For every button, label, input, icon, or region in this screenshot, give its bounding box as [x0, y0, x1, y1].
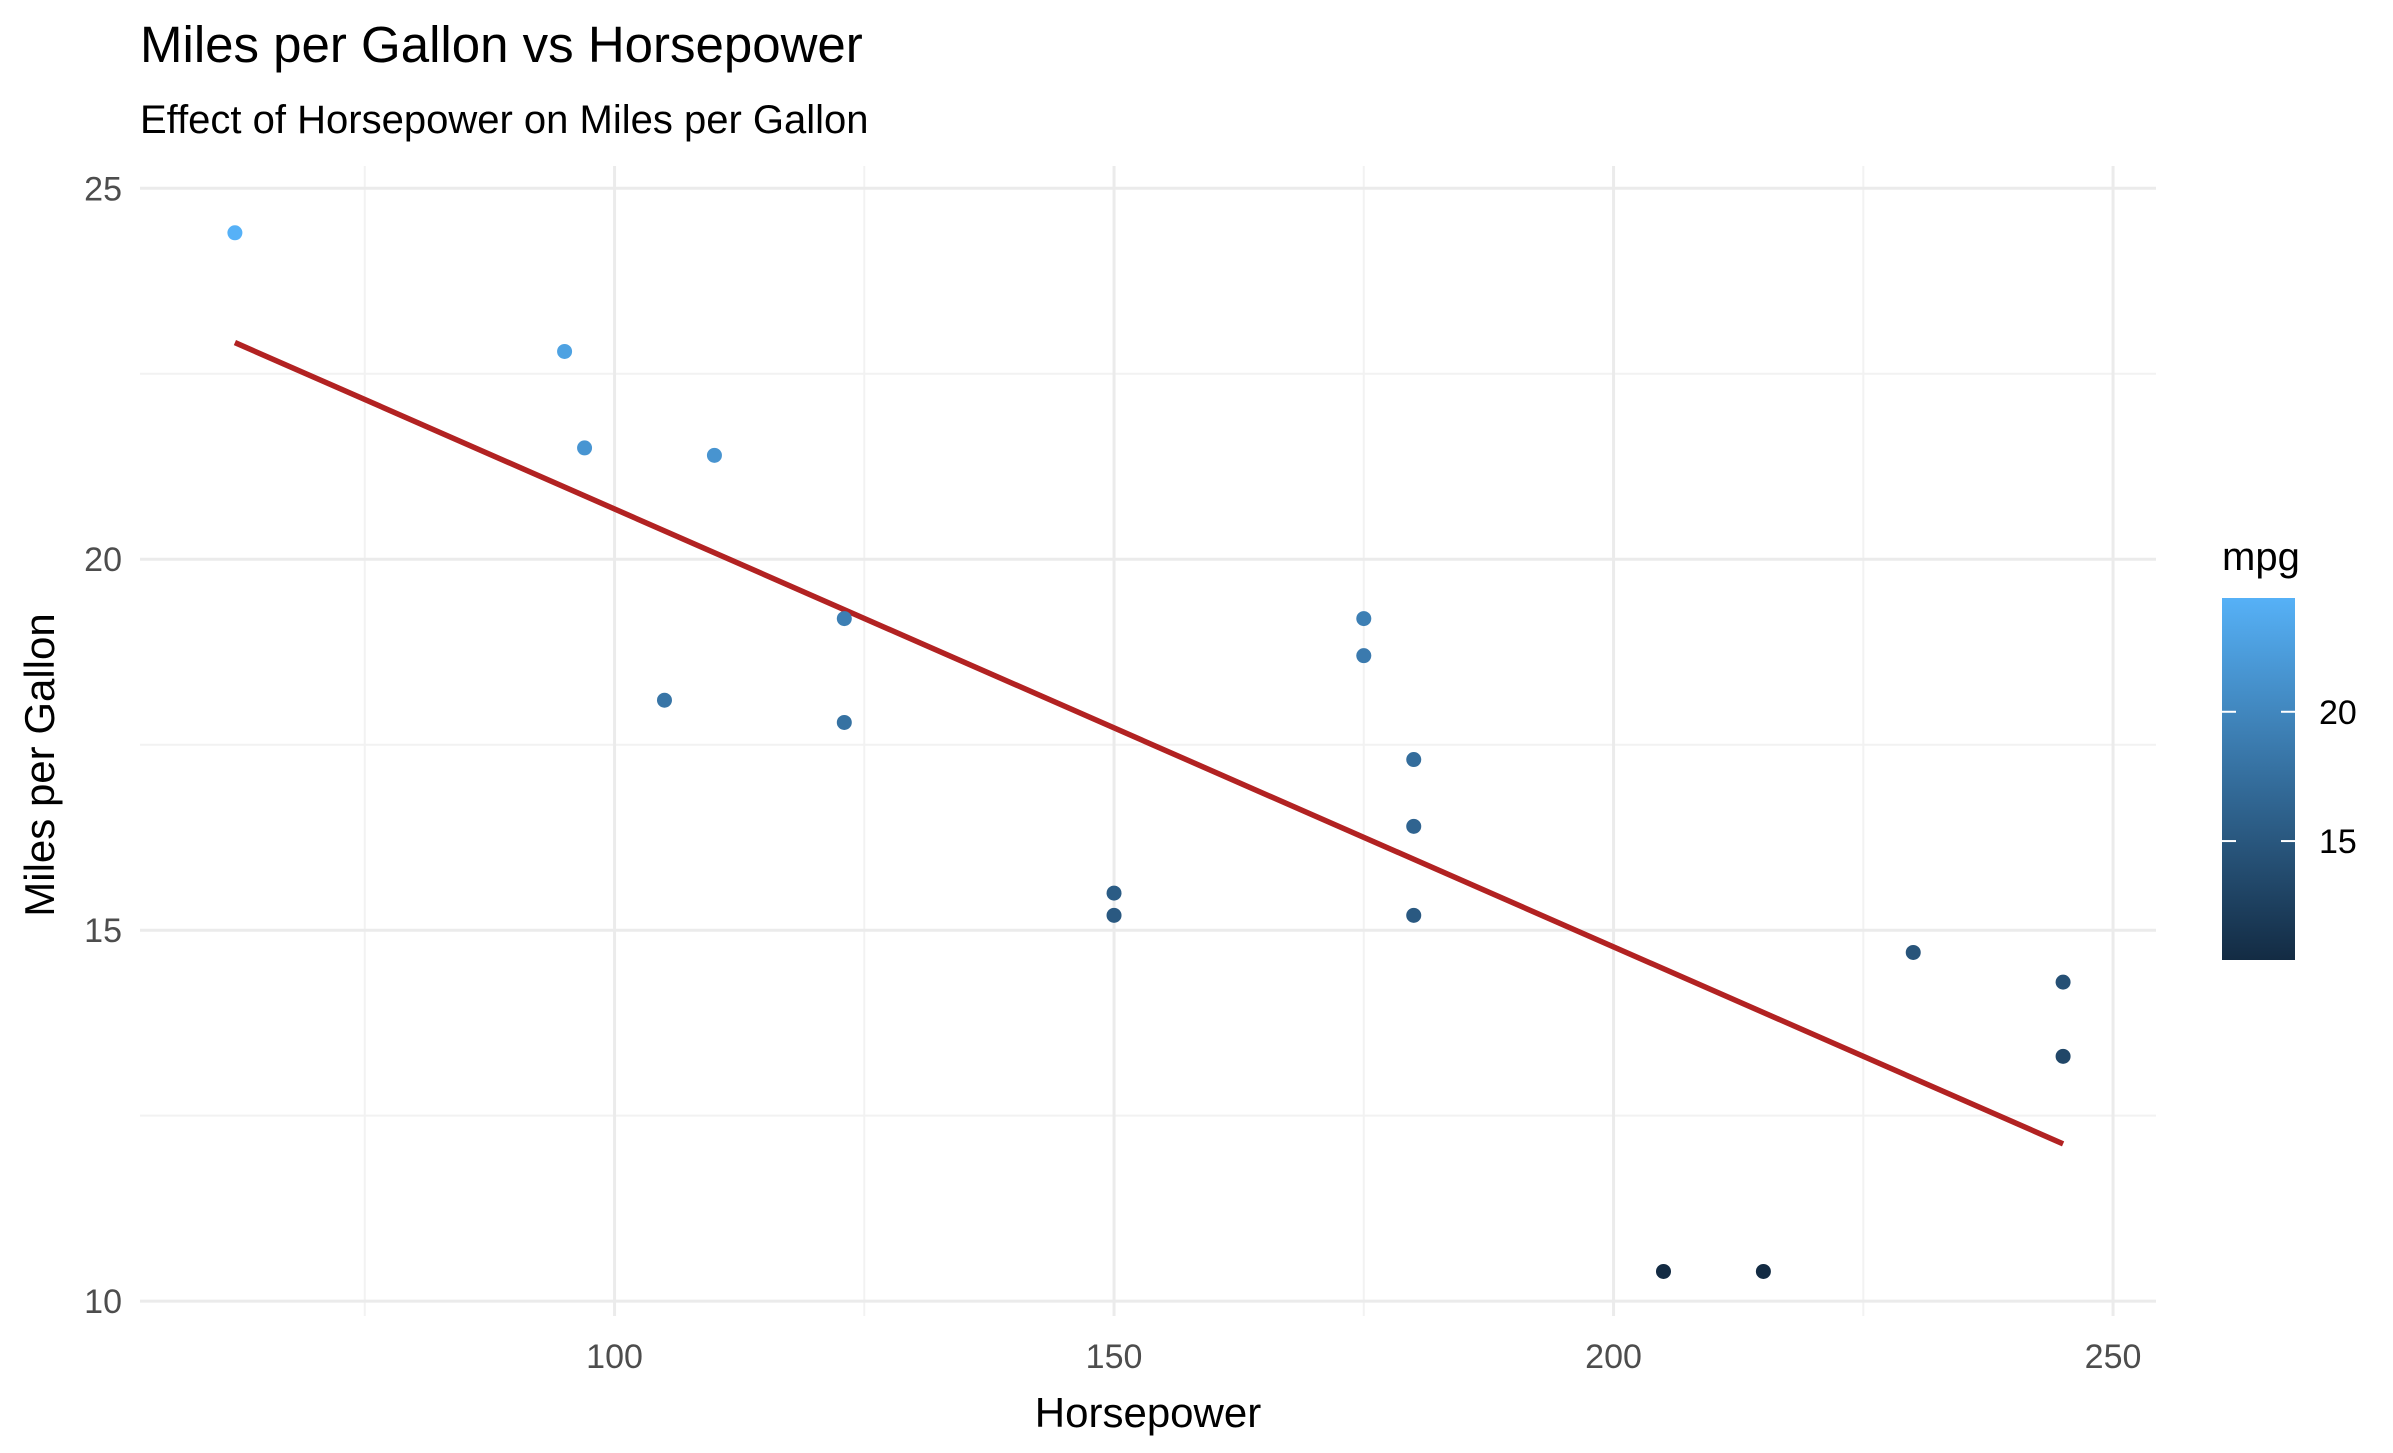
data-point — [656, 692, 672, 708]
x-axis-title: Horsepower — [1035, 1389, 1261, 1436]
data-point — [1905, 944, 1921, 960]
y-tick-label: 20 — [84, 541, 122, 579]
y-tick-label: 10 — [84, 1283, 122, 1321]
x-tick-label: 250 — [2085, 1338, 2142, 1376]
x-tick-label: 100 — [586, 1338, 643, 1376]
data-point — [1406, 907, 1422, 923]
legend-colorbar — [2222, 598, 2295, 960]
x-tick-label: 200 — [1585, 1338, 1642, 1376]
data-point — [1755, 1263, 1771, 1279]
axis-tick-labels: 100 150 200 250 10 15 20 25 — [84, 170, 2141, 1376]
data-point — [836, 611, 852, 627]
legend-tick-label: 20 — [2319, 694, 2357, 732]
data-point — [577, 440, 593, 456]
data-point — [1406, 752, 1422, 768]
data-point — [1406, 818, 1422, 834]
trend-line-layer — [233, 340, 2065, 1147]
chart-subtitle: Effect of Horsepower on Miles per Gallon — [140, 98, 869, 142]
data-point — [836, 714, 852, 730]
legend-tick-label: 15 — [2319, 823, 2357, 861]
y-tick-label: 15 — [84, 912, 122, 950]
data-point — [706, 447, 722, 463]
data-point — [1655, 1263, 1671, 1279]
data-point — [1106, 907, 1122, 923]
data-points — [227, 225, 2071, 1279]
data-point — [1356, 611, 1372, 627]
data-point — [557, 343, 573, 359]
data-point — [1356, 648, 1372, 664]
data-point — [227, 225, 243, 241]
x-tick-label: 150 — [1086, 1338, 1143, 1376]
chart-title: Miles per Gallon vs Horsepower — [140, 16, 863, 73]
data-point — [2055, 1048, 2071, 1064]
y-axis-title: Miles per Gallon — [16, 613, 63, 916]
y-tick-label: 25 — [84, 170, 122, 208]
trend-line — [233, 340, 2065, 1147]
data-point — [2055, 974, 2071, 990]
legend-title: mpg — [2222, 535, 2300, 579]
data-point — [1106, 885, 1122, 901]
